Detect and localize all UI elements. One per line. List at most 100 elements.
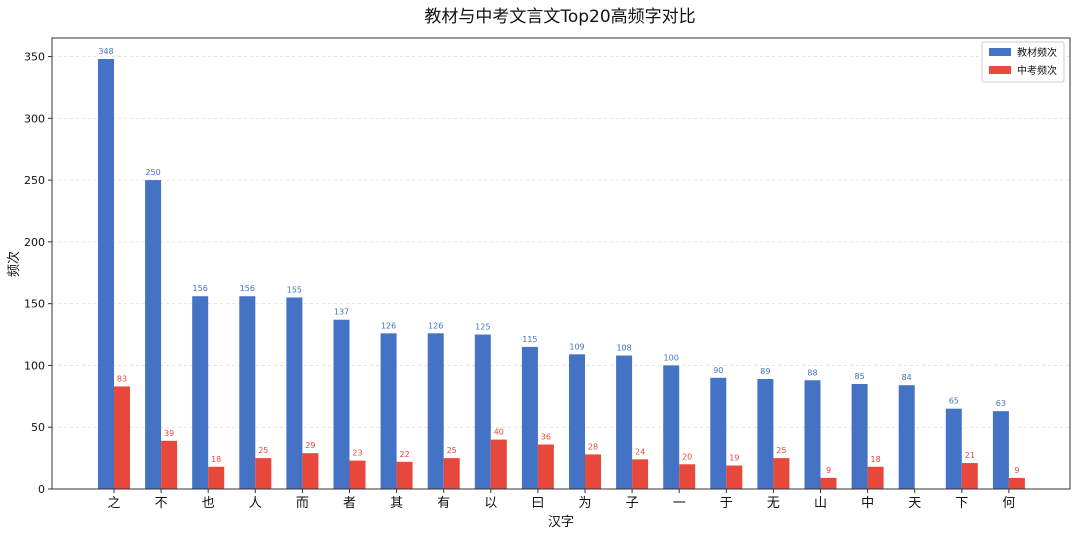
data-label-exam: 28 bbox=[588, 442, 598, 451]
x-tick-label: 其 bbox=[390, 496, 403, 511]
x-tick-label: 于 bbox=[720, 496, 733, 511]
data-label-exam: 19 bbox=[729, 454, 739, 463]
x-tick-label: 曰 bbox=[531, 496, 544, 511]
x-tick-label: 为 bbox=[578, 496, 591, 511]
x-tick-label: 之 bbox=[107, 496, 120, 511]
bar-exam bbox=[726, 465, 743, 489]
bar-textbook bbox=[521, 346, 538, 489]
y-axis-label: 频次 bbox=[6, 251, 22, 277]
data-label-exam: 21 bbox=[965, 451, 975, 460]
data-label-textbook: 63 bbox=[996, 399, 1006, 408]
x-tick-label: 山 bbox=[814, 496, 827, 511]
data-label-textbook: 90 bbox=[713, 366, 723, 375]
data-label-exam: 18 bbox=[871, 455, 881, 464]
data-label-textbook: 155 bbox=[287, 285, 302, 294]
data-label-exam: 25 bbox=[776, 446, 786, 455]
data-label-textbook: 85 bbox=[855, 372, 865, 381]
bar-exam bbox=[490, 439, 507, 489]
x-tick-label: 天 bbox=[908, 496, 921, 511]
bar-textbook bbox=[98, 59, 114, 489]
data-label-textbook: 88 bbox=[807, 368, 817, 377]
bar-exam bbox=[537, 444, 554, 489]
x-tick-label: 以 bbox=[484, 496, 497, 511]
data-label-textbook: 126 bbox=[381, 321, 396, 330]
bar-textbook bbox=[192, 296, 209, 489]
data-label-textbook: 89 bbox=[760, 367, 770, 376]
legend-swatch-textbook bbox=[989, 48, 1011, 56]
grid-lines bbox=[52, 56, 1070, 428]
bar-textbook bbox=[757, 379, 774, 489]
y-axis-ticks: 0 50 100 150 200 250 300 350 bbox=[24, 51, 52, 496]
bar-textbook bbox=[898, 385, 915, 489]
data-label-exam: 9 bbox=[826, 466, 831, 475]
data-label-exam: 25 bbox=[447, 446, 457, 455]
data-label-exam: 24 bbox=[635, 447, 645, 456]
data-label-textbook: 109 bbox=[569, 342, 584, 351]
x-tick-label: 子 bbox=[626, 496, 639, 511]
x-tick-label: 不 bbox=[155, 496, 168, 511]
bar-exam bbox=[302, 453, 319, 489]
data-label-exam: 36 bbox=[541, 433, 551, 442]
bar-exam bbox=[443, 458, 460, 489]
data-label-exam: 22 bbox=[400, 450, 410, 459]
data-label-textbook: 84 bbox=[902, 373, 912, 382]
bar-textbook bbox=[710, 377, 727, 489]
data-label-textbook: 156 bbox=[240, 284, 255, 293]
data-label-exam: 18 bbox=[211, 455, 221, 464]
bar-textbook bbox=[239, 296, 256, 489]
legend: 教材频次 中考频次 bbox=[981, 41, 1065, 83]
bar-textbook bbox=[145, 180, 162, 489]
y-tick-label: 200 bbox=[24, 236, 45, 249]
bar-textbook bbox=[474, 334, 491, 489]
bar-exam bbox=[349, 460, 366, 489]
bar-exam bbox=[1008, 477, 1025, 489]
bar-exam bbox=[867, 466, 884, 489]
x-axis-label: 汉字 bbox=[548, 515, 574, 530]
data-label-textbook: 125 bbox=[475, 323, 490, 332]
legend-label-textbook: 教材频次 bbox=[1017, 46, 1057, 59]
x-tick-label: 者 bbox=[343, 496, 356, 511]
bar-exam bbox=[632, 459, 649, 489]
data-label-exam: 23 bbox=[352, 449, 362, 458]
data-label-textbook: 108 bbox=[616, 344, 631, 353]
bar-textbook bbox=[380, 333, 397, 489]
x-tick-label: 无 bbox=[767, 496, 780, 511]
x-tick-label: 何 bbox=[1002, 495, 1015, 511]
bar-textbook bbox=[333, 319, 350, 489]
x-tick-label: 有 bbox=[437, 496, 450, 511]
data-label-exam: 83 bbox=[117, 374, 127, 383]
x-tick-label: 一 bbox=[673, 496, 686, 511]
x-axis-ticks: 之不也人而者其有以曰为子一于无山中天下何 bbox=[107, 489, 1015, 511]
bar-textbook bbox=[616, 355, 633, 489]
x-tick-label: 也 bbox=[202, 496, 215, 511]
data-label-exam: 40 bbox=[494, 428, 504, 437]
data-label-exam: 20 bbox=[682, 452, 692, 461]
bar-exam bbox=[961, 463, 978, 489]
y-tick-label: 100 bbox=[24, 359, 45, 372]
y-tick-label: 250 bbox=[24, 174, 45, 187]
plot-frame bbox=[51, 37, 1071, 490]
bar-exam bbox=[208, 466, 225, 489]
x-tick-label: 而 bbox=[296, 496, 309, 511]
x-tick-label: 下 bbox=[955, 496, 968, 511]
x-tick-label: 人 bbox=[249, 496, 262, 511]
bar-textbook bbox=[945, 408, 962, 489]
data-label-textbook: 137 bbox=[334, 308, 349, 317]
bar-textbook bbox=[663, 365, 680, 489]
data-label-exam: 9 bbox=[1014, 466, 1019, 475]
bar-exam bbox=[255, 458, 272, 489]
data-label-exam: 29 bbox=[305, 441, 315, 450]
chart-title: 教材与中考文言文Top20高频字对比 bbox=[424, 7, 695, 27]
data-label-textbook: 156 bbox=[193, 284, 208, 293]
legend-swatch-exam bbox=[989, 66, 1011, 74]
bar-textbook bbox=[992, 411, 1009, 489]
bars bbox=[98, 59, 1025, 489]
legend-label-exam: 中考频次 bbox=[1017, 64, 1057, 77]
bar-textbook bbox=[851, 383, 868, 489]
data-label-textbook: 348 bbox=[98, 47, 113, 56]
data-label-textbook: 250 bbox=[145, 168, 160, 177]
data-labels: 348 83 250 39 156 18 156 25 155 29 137 23 126 22 126 25… bbox=[98, 47, 1019, 475]
data-label-exam: 25 bbox=[258, 446, 268, 455]
bar-textbook bbox=[427, 333, 444, 489]
